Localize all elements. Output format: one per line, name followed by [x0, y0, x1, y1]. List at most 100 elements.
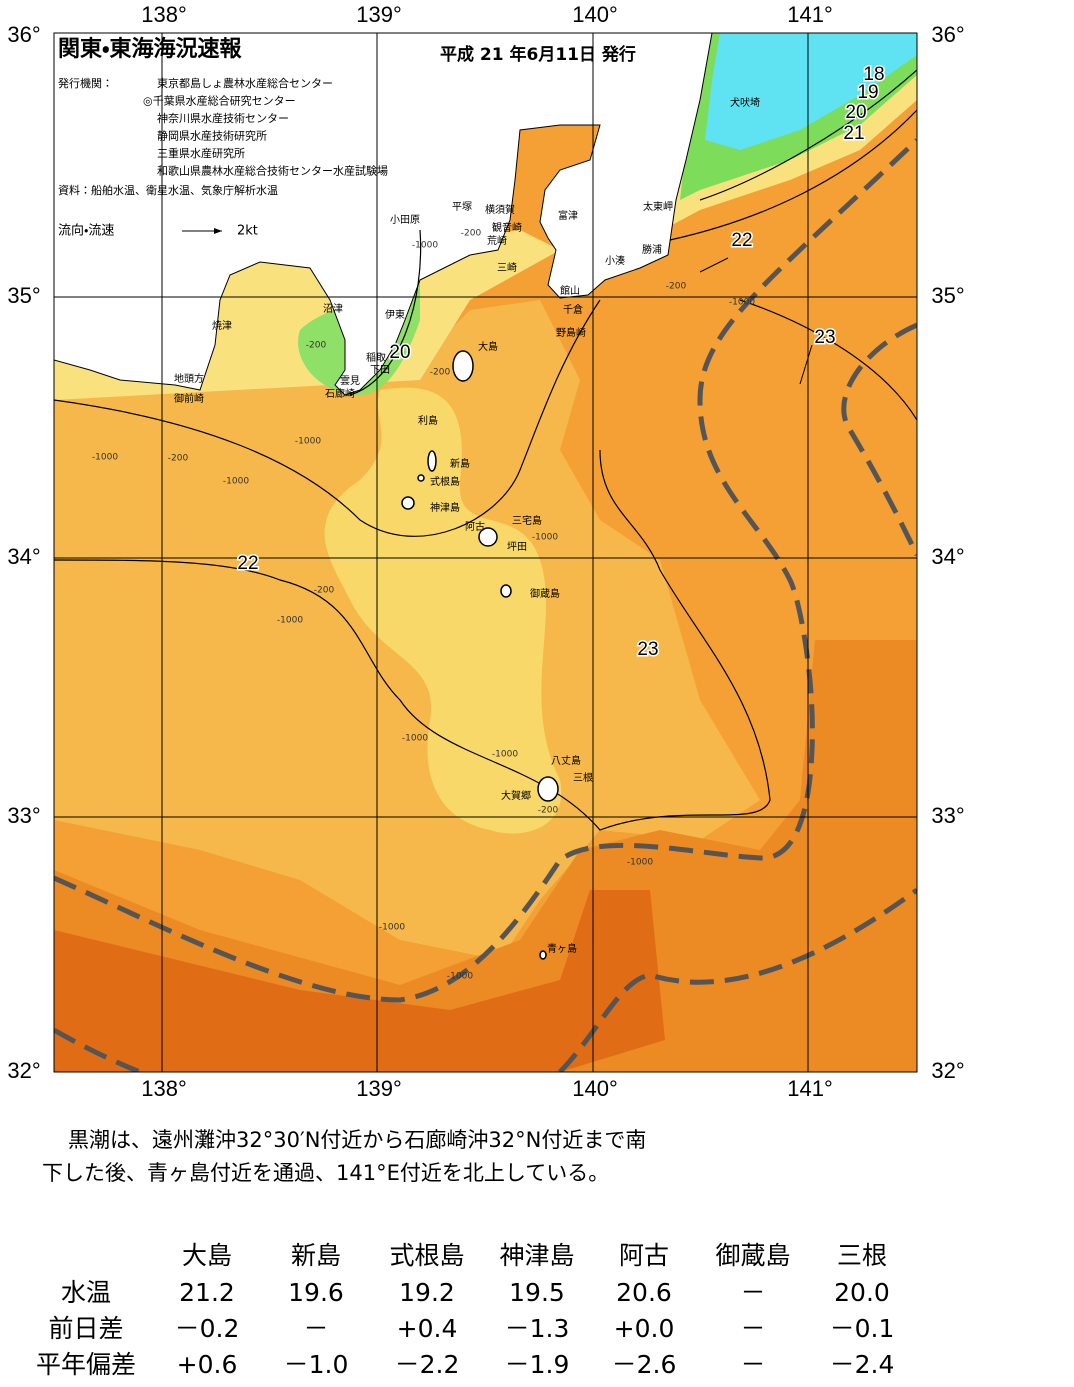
isotherm-label: 23 — [637, 639, 658, 660]
map-title: 関東・東海海況速報 — [58, 36, 242, 62]
issue-date: 平成 21 年6月11日 発行 — [440, 44, 636, 65]
row-label: 水温 — [61, 1278, 111, 1307]
isotherm-label: 22 — [237, 553, 258, 574]
lon-label: 138° — [141, 2, 187, 27]
place-name: 館山 — [560, 284, 580, 297]
place-name: 坪田 — [507, 540, 527, 553]
place-name: 小湊 — [605, 254, 625, 267]
table-header: 式根島 — [389, 1241, 464, 1270]
lon-label: 138° — [141, 1076, 187, 1101]
table-header: 大島 — [182, 1241, 232, 1270]
depth-label: -1000 — [492, 750, 518, 760]
map-background — [54, 33, 917, 1072]
table-cell: － — [740, 1314, 765, 1343]
isotherm-label: 18 — [863, 64, 884, 85]
island — [478, 527, 498, 547]
lat-label: 35° — [931, 283, 964, 308]
publisher: 和歌山県農林水産総合技術センター水産試験場 — [157, 164, 388, 178]
place-name: 青ヶ島 — [547, 942, 577, 955]
kuroshio — [54, 138, 917, 1072]
table-cell: －0.1 — [830, 1314, 895, 1343]
table-cell: －1.3 — [505, 1314, 570, 1343]
place-name: 千倉 — [563, 304, 583, 316]
graticule — [54, 33, 917, 1072]
place-name: 勝浦 — [642, 243, 662, 256]
isotherm — [54, 299, 601, 537]
table-header: 三根 — [837, 1241, 887, 1270]
place-name: 小田原 — [390, 214, 420, 226]
depth-label: -1000 — [92, 453, 118, 463]
isotherm — [699, 69, 917, 201]
place-name: 大島 — [478, 340, 498, 353]
place-name: 焼津 — [212, 320, 232, 332]
texts: 138° 138° 139° 139° 140° 140° 141° 141° 36° 36° 35… — [7, 2, 964, 1379]
place-name: 観音崎 — [492, 221, 522, 234]
lat-label: 34° — [931, 544, 964, 569]
table-cell: +0.0 — [614, 1314, 675, 1343]
table-header: 御蔵島 — [715, 1241, 790, 1270]
isotherm-label: 20 — [389, 342, 410, 363]
lon-label: 139° — [356, 2, 402, 27]
lat-label: 33° — [931, 803, 964, 828]
row-label: 前日差 — [48, 1314, 123, 1343]
place-name: 御蔵島 — [530, 587, 560, 600]
depth-label: -200 — [538, 806, 559, 816]
kuroshio-path — [558, 887, 917, 1072]
place-name: 利島 — [418, 414, 438, 427]
sea-21 — [324, 387, 562, 834]
place-name: 雲見 — [340, 375, 360, 387]
depth-label: -1000 — [412, 241, 438, 251]
place-name: 三宅島 — [512, 514, 542, 527]
place-name: 伊東 — [385, 308, 405, 321]
place-name: 八丈島 — [551, 754, 581, 767]
kuroshio-path — [841, 322, 917, 557]
place-name: 新島 — [450, 457, 470, 470]
table-cell: 19.6 — [288, 1278, 344, 1307]
table-header: 新島 — [291, 1241, 341, 1270]
depth-label: -200 — [168, 454, 189, 464]
depth-label: -1000 — [532, 533, 558, 543]
place-name: 三根 — [573, 771, 593, 784]
publishers-label: 発行機関： — [58, 76, 113, 90]
summary-line: 黒潮は、遠州灘沖32°30′N付近から石廊崎沖32°N付近まで南 — [68, 1128, 646, 1152]
flow-arrow — [699, 257, 729, 273]
table-cell: －2.4 — [830, 1350, 895, 1379]
place-name: 沼津 — [323, 302, 343, 315]
sea-25 — [54, 890, 665, 1072]
place-name: 神津島 — [430, 501, 460, 514]
isotherm-label: 21 — [843, 123, 864, 144]
isotherms — [54, 69, 917, 831]
isotherm — [54, 449, 771, 831]
place-name: 野島崎 — [556, 326, 586, 339]
table-cell: － — [740, 1278, 765, 1307]
place-name: 石廊崎 — [325, 387, 355, 400]
depth-label: -1000 — [379, 923, 405, 933]
flow-scale-head — [214, 228, 222, 234]
island — [539, 950, 547, 960]
table-header: 阿古 — [619, 1241, 669, 1270]
table-cell: +0.4 — [397, 1314, 458, 1343]
table-cell: －1.0 — [284, 1350, 349, 1379]
place-name: 下田 — [370, 365, 390, 376]
place-name: 三崎 — [497, 261, 517, 274]
lat-label: 36° — [7, 22, 40, 47]
publisher: ◎千葉県水産総合研究センター — [143, 94, 296, 108]
table-cell: 21.2 — [179, 1278, 235, 1307]
flow-arrow — [799, 344, 813, 385]
depth-label: -1000 — [277, 616, 303, 626]
table-cell: 19.5 — [509, 1278, 565, 1307]
depth-label: -200 — [306, 341, 327, 351]
isotherm — [739, 299, 917, 421]
table-cell: +0.6 — [177, 1350, 238, 1379]
island — [417, 474, 425, 482]
sea-24 — [54, 640, 917, 1072]
kuroshio-path — [54, 138, 917, 1003]
place-name: 富津 — [558, 209, 578, 222]
depth-label: -1000 — [447, 972, 473, 982]
kuroshio-path — [54, 1027, 141, 1072]
table-cell: －1.9 — [505, 1350, 570, 1379]
place-name: 犬吠埼 — [730, 96, 760, 109]
